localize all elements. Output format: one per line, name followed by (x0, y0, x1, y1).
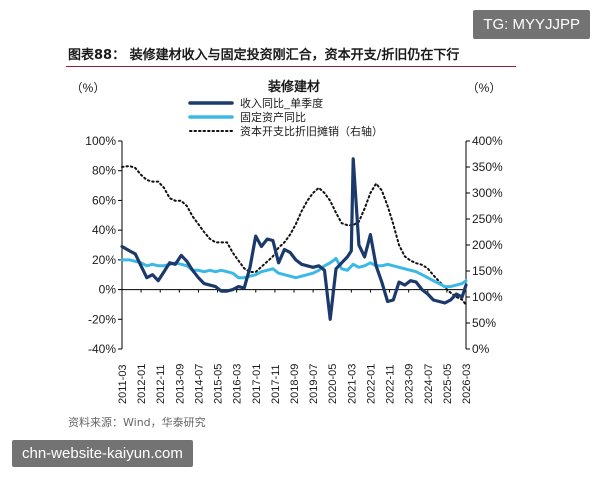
x-tick-label: 2020-05 (327, 364, 339, 404)
watermark-bottom: chn-website-kaiyun.com (12, 440, 193, 467)
title-rule (66, 66, 516, 67)
line-chart: 装修建材 （%） （%） 收入同比_单季度固定资产同比资本开支比折旧摊销（右轴）… (71, 79, 503, 404)
left-tick-label: -40% (88, 342, 116, 356)
x-tick-label: 2024-07 (423, 364, 435, 404)
right-axis-unit: （%） (467, 81, 502, 95)
x-tick-label: 2012-01 (136, 364, 148, 404)
right-tick-label: 300% (472, 186, 503, 200)
watermark-top: TG: MYYJJPP (473, 10, 590, 39)
right-tick-label: 0% (472, 342, 490, 356)
left-tick-label: 40% (92, 223, 116, 237)
x-tick-label: 2017-01 (251, 364, 263, 404)
right-tick-label: 200% (472, 238, 503, 252)
revenue-series-line (120, 157, 468, 321)
axes: 100% 80% 60% 40% 20% 0% -20% -40% 400% 350% 300% 25… (85, 134, 503, 404)
left-tick-label: 100% (85, 134, 116, 148)
x-tick-label: 2021-03 (346, 364, 358, 404)
left-axis-unit: （%） (71, 81, 106, 95)
x-tick-label: 2014-07 (193, 364, 205, 404)
legend-label-2: 固定资产同比 (240, 110, 306, 124)
right-tick-label: 400% (472, 134, 503, 148)
fixed-asset-series-line (120, 256, 468, 289)
figure-title: 图表88： 装修建材收入与固定投资刚汇合，资本开支/折旧仍在下行 (68, 48, 460, 63)
right-tick-label: 100% (472, 290, 503, 304)
x-tick-label: 2012-11 (155, 364, 167, 404)
legend-label-3: 资本开支比折旧摊销（右轴） (240, 124, 383, 138)
left-tick-label: 0% (99, 283, 117, 297)
x-tick-label: 2016-03 (232, 364, 244, 404)
x-tick-label: 2018-09 (289, 364, 301, 404)
plot-area (120, 157, 468, 321)
source-note: 资料来源：Wind，华泰研究 (68, 416, 206, 429)
left-tick-label: 60% (92, 193, 116, 207)
left-tick-label: 80% (92, 164, 116, 178)
right-tick-label: 150% (472, 264, 503, 278)
left-tick-label: 20% (92, 253, 116, 267)
right-tick-label: 250% (472, 212, 503, 226)
x-tick-label: 2011-03 (117, 364, 129, 404)
x-tick-label: 2023-09 (404, 364, 416, 404)
x-tick-label: 2013-09 (174, 364, 186, 404)
x-tick-label: 2019-07 (308, 364, 320, 404)
x-tick-label: 2025-05 (442, 364, 454, 404)
right-tick-label: 350% (472, 160, 503, 174)
x-tick-label: 2015-05 (213, 364, 225, 404)
x-tick-label: 2017-11 (270, 364, 282, 404)
x-tick-label: 2022-11 (385, 364, 397, 404)
x-tick-label: 2022-01 (365, 364, 377, 404)
capex-series-line (121, 165, 467, 306)
chart-title: 装修建材 (267, 79, 320, 94)
x-tick-label: 2026-03 (461, 364, 473, 404)
legend-label-1: 收入同比_单季度 (240, 96, 323, 110)
left-tick-label: -20% (88, 312, 116, 326)
right-tick-label: 50% (472, 316, 496, 330)
